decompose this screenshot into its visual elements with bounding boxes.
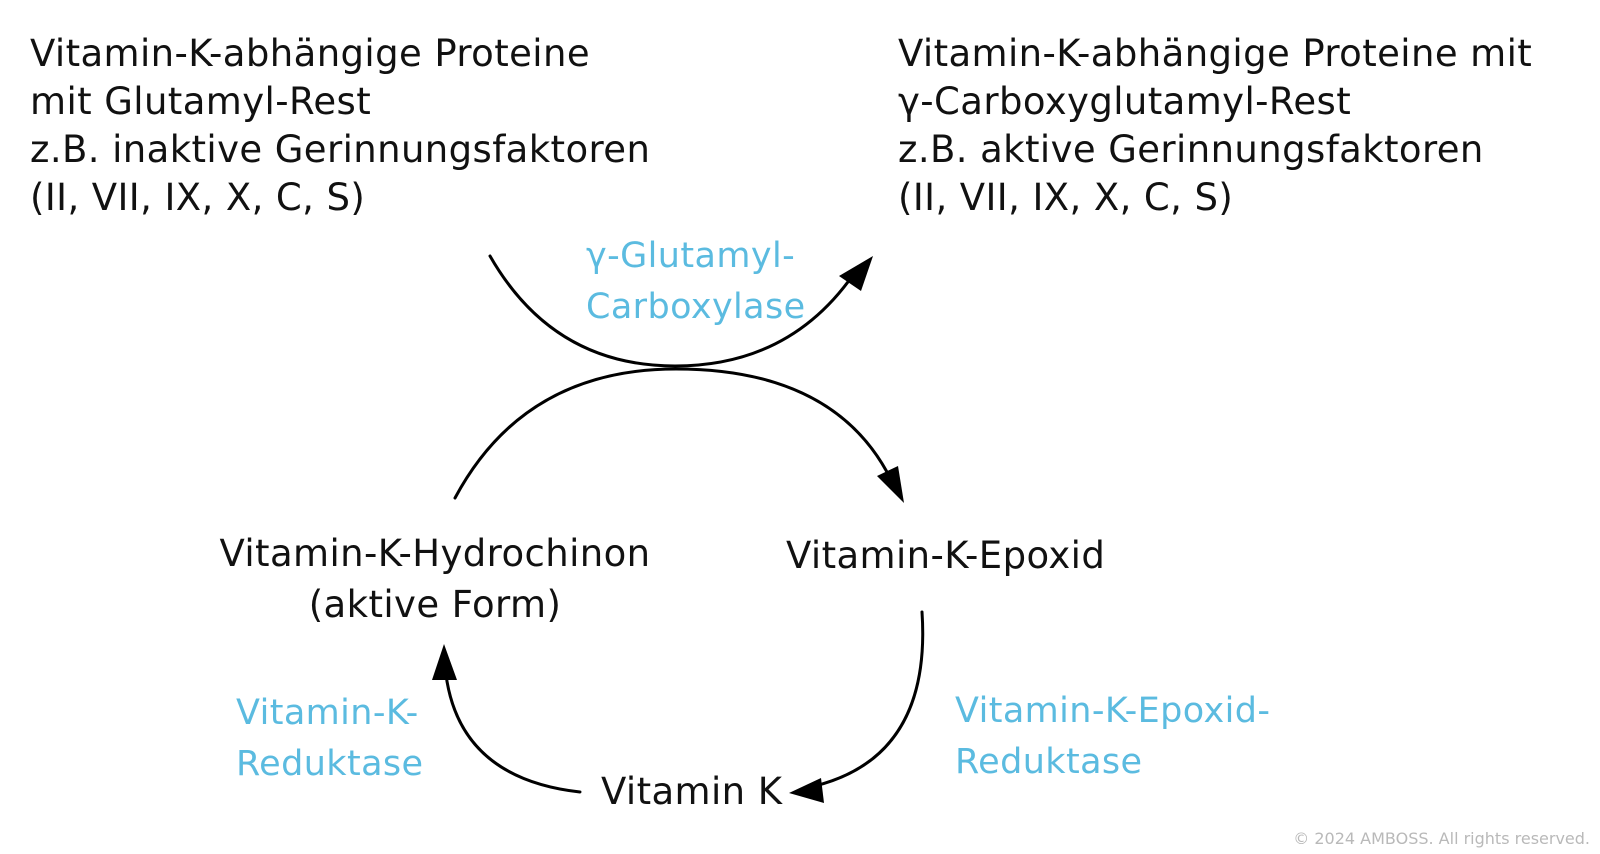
epoxid-to-vitamin-k-arrow	[804, 610, 925, 790]
hydrochinon-node: Vitamin-K-Hydrochinon (aktive Form)	[219, 532, 651, 626]
epoxid-reduktase-label: Vitamin-K-Epoxid- Reduktase	[955, 691, 1271, 782]
carboxylation-arrowhead	[839, 256, 873, 291]
proteins-carboxyglutamyl-label: Vitamin-K-abhängige Proteine mit γ-Carbo…	[898, 32, 1533, 219]
reduktase-label: Vitamin-K- Reduktase	[236, 693, 424, 784]
copyright-notice: © 2024 AMBOSS. All rights reserved.	[1293, 829, 1590, 848]
carboxylation-arrow	[488, 254, 855, 368]
vitamin-k-to-hydrochinon-arrow	[443, 664, 582, 794]
epoxid-arrowhead	[877, 466, 904, 503]
hydrochinon-arrowhead	[432, 644, 457, 680]
epoxid-node: Vitamin-K-Epoxid	[786, 534, 1106, 577]
proteins-glutamyl-label: Vitamin-K-abhängige Proteine mit Glutamy…	[30, 32, 651, 219]
carboxylase-label: γ-Glutamyl- Carboxylase	[586, 236, 806, 327]
hydrochinon-to-epoxid-arrow	[453, 367, 889, 500]
vitamin-k-arrowhead	[789, 778, 824, 803]
vitamin-k-node: Vitamin K	[601, 770, 783, 813]
